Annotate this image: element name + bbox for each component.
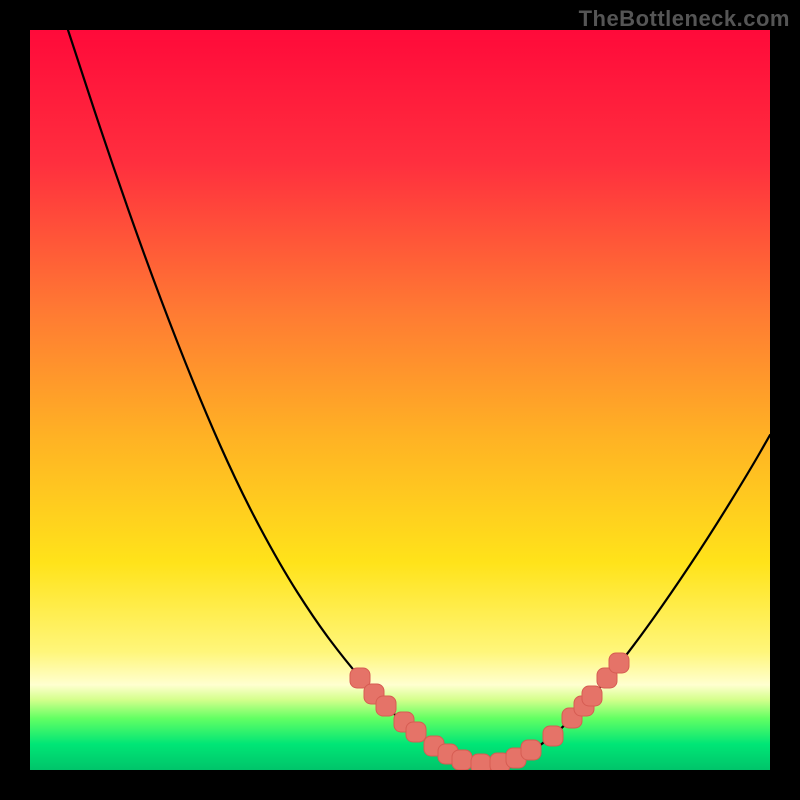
bottom-marker xyxy=(582,686,602,706)
bottom-marker-group xyxy=(350,653,629,770)
plot-area xyxy=(30,30,770,770)
chart-frame: TheBottleneck.com xyxy=(0,0,800,800)
v-curve-line xyxy=(68,30,770,764)
bottom-marker xyxy=(521,740,541,760)
watermark-text: TheBottleneck.com xyxy=(579,6,790,32)
bottom-marker xyxy=(609,653,629,673)
bottom-marker xyxy=(543,726,563,746)
bottom-marker xyxy=(471,754,491,770)
bottom-marker xyxy=(376,696,396,716)
bottom-marker xyxy=(452,750,472,770)
chart-overlay xyxy=(30,30,770,770)
bottom-marker xyxy=(406,722,426,742)
